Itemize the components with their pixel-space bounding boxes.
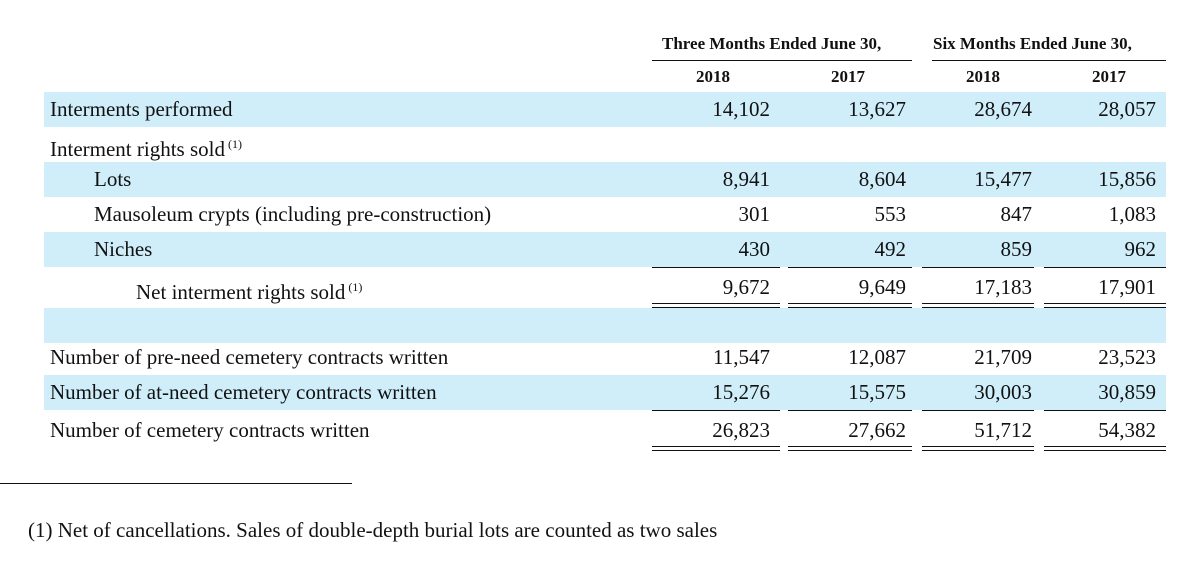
cell-value: 15,477: [974, 167, 1032, 191]
cell-value: 54,382: [1098, 418, 1156, 442]
header-year: 2017: [1092, 67, 1126, 86]
cell-value: 962: [1124, 237, 1157, 261]
total-double-rule: [1044, 303, 1166, 308]
subtotal-rule: [652, 267, 780, 268]
cell-value: 23,523: [1098, 345, 1156, 369]
total-double-rule: [1044, 446, 1166, 451]
cell-value: 51,712: [974, 418, 1032, 442]
table-row: [44, 308, 1166, 343]
total-double-rule: [922, 303, 1034, 308]
row-label: Number of cemetery contracts written: [50, 418, 370, 442]
cell-value: 27,662: [848, 418, 906, 442]
header-year: 2018: [696, 67, 730, 86]
row-label: Lots: [94, 167, 132, 191]
footnote: (1) Net of cancellations. Sales of doubl…: [28, 518, 718, 542]
cell-value: 17,183: [974, 275, 1032, 299]
total-double-rule: [788, 446, 912, 451]
cell-value: 26,823: [712, 418, 770, 442]
table-row: Number of cemetery contracts written 26,…: [44, 413, 1166, 448]
header-year: 2018: [966, 67, 1000, 86]
cell-value: 430: [738, 237, 771, 261]
row-label: Interment rights sold (1): [50, 137, 242, 161]
cell-value: 859: [1000, 237, 1033, 261]
cell-value: 15,575: [848, 380, 906, 404]
cell-value: 9,672: [722, 275, 770, 299]
header-six-months: Six Months Ended June 30,: [933, 34, 1132, 53]
footnote-separator: [0, 483, 352, 484]
cell-value: 8,604: [858, 167, 906, 191]
total-double-rule: [652, 303, 780, 308]
cell-value: 17,901: [1098, 275, 1156, 299]
header-year: 2017: [831, 67, 865, 86]
footnote-marker: (1): [348, 280, 363, 294]
cell-value: 15,276: [712, 380, 770, 404]
cell-value: 9,649: [858, 275, 906, 299]
table-row: Mausoleum crypts (including pre-construc…: [44, 197, 1166, 232]
cell-value: 11,547: [713, 345, 770, 369]
subtotal-rule: [788, 267, 912, 268]
table-row: Interments performed 14,102 13,627 28,67…: [44, 92, 1166, 127]
cell-value: 13,627: [848, 97, 906, 121]
cell-value: 8,941: [722, 167, 770, 191]
cell-value: 30,859: [1098, 380, 1156, 404]
subtotal-rule: [788, 410, 912, 411]
row-label: Number of at-need cemetery contracts wri…: [50, 380, 437, 404]
cell-value: 30,003: [974, 380, 1032, 404]
footnote-marker: (1): [227, 137, 242, 151]
cell-value: 15,856: [1098, 167, 1156, 191]
cell-value: 12,087: [848, 345, 906, 369]
cell-value: 14,102: [712, 97, 770, 121]
row-label: Interments performed: [50, 97, 233, 121]
table-row: Number of at-need cemetery contracts wri…: [44, 375, 1166, 410]
row-label: Net interment rights sold (1): [136, 280, 363, 304]
total-double-rule: [922, 446, 1034, 451]
row-label: Number of pre-need cemetery contracts wr…: [50, 345, 449, 369]
table-row: Niches 430 492 859 962: [44, 232, 1166, 267]
subtotal-rule: [1044, 267, 1166, 268]
header-rule-three-months: [652, 60, 912, 61]
header-three-months: Three Months Ended June 30,: [662, 34, 882, 53]
cell-value: 21,709: [974, 345, 1032, 369]
subtotal-rule: [652, 410, 780, 411]
header-rule-six-months: [932, 60, 1166, 61]
table-row: Number of pre-need cemetery contracts wr…: [44, 340, 1166, 375]
subtotal-rule: [1044, 410, 1166, 411]
total-double-rule: [788, 303, 912, 308]
total-double-rule: [652, 446, 780, 451]
subtotal-rule: [922, 410, 1034, 411]
cell-value: 301: [738, 202, 771, 226]
subtotal-rule: [922, 267, 1034, 268]
cell-value: 1,083: [1108, 202, 1156, 226]
row-label: Mausoleum crypts (including pre-construc…: [94, 202, 492, 226]
cell-value: 847: [1000, 202, 1033, 226]
cell-value: 553: [874, 202, 907, 226]
cell-value: 28,674: [974, 97, 1032, 121]
table-row: Net interment rights sold (1) 9,672 9,649…: [44, 270, 1166, 305]
cell-value: 28,057: [1098, 97, 1156, 121]
cell-value: 492: [874, 237, 907, 261]
row-label: Niches: [94, 237, 153, 261]
table-row: Lots 8,941 8,604 15,477 15,856: [44, 162, 1166, 197]
table-row: Interment rights sold (1): [44, 127, 1166, 162]
